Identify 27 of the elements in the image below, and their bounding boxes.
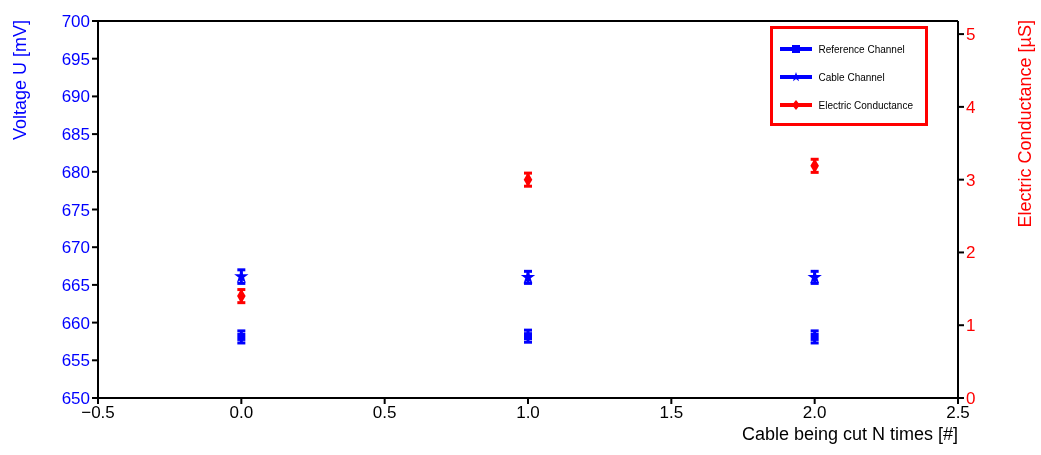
legend-label: Cable Channel <box>818 71 885 83</box>
y-tick-label: 665 <box>61 275 90 295</box>
y-tick-label: 675 <box>61 200 90 220</box>
x-tick-label: 0.0 <box>229 403 254 423</box>
y-tick-label: 680 <box>61 162 90 182</box>
y2-axis-title: Electric Conductance [µS] <box>1015 20 1035 228</box>
y-tick-label: 690 <box>61 87 90 107</box>
x-tick-label: 2.5 <box>946 403 970 423</box>
legend-label: Electric Conductance <box>818 99 913 111</box>
y2-tick-label: 5 <box>966 25 976 45</box>
y2-tick-label: 2 <box>966 243 976 263</box>
y-tick-label: 685 <box>61 125 90 145</box>
x-tick-label: 2.0 <box>802 403 827 423</box>
x-tick-label: 1.0 <box>516 403 540 423</box>
legend-label: Reference Channel <box>818 43 905 55</box>
y-axis-title: Voltage U [mV] <box>10 20 30 141</box>
y-tick-label: 655 <box>61 351 90 371</box>
x-tick-label: 0.5 <box>372 403 397 423</box>
y2-tick-label: 4 <box>966 97 976 117</box>
x-tick-label: 1.5 <box>659 403 684 423</box>
x-axis-title: Cable being cut N times [#] <box>741 424 958 444</box>
y2-tick-label: 3 <box>966 170 976 190</box>
y-tick-label: 660 <box>61 313 90 333</box>
y-tick-label: 695 <box>61 49 90 69</box>
y-tick-label: 700 <box>61 12 90 32</box>
y2-tick-label: 1 <box>966 316 976 336</box>
y-tick-label: 670 <box>61 238 90 258</box>
